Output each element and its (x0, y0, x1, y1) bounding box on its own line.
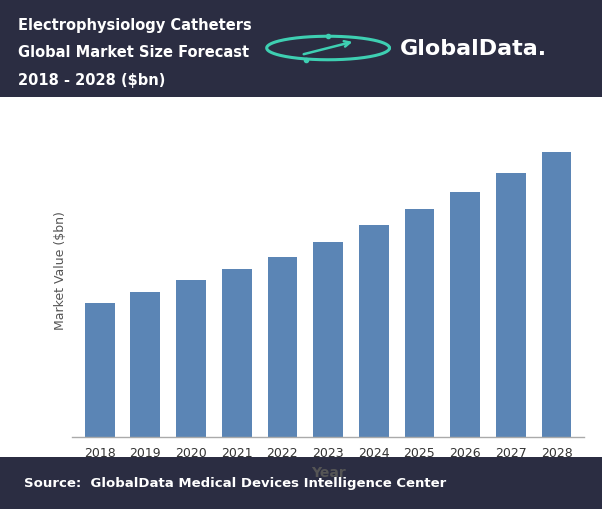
Bar (359, 226, 389, 437)
X-axis label: Year: Year (311, 465, 346, 479)
Bar (222, 270, 252, 437)
Text: Electrophysiology Catheters: Electrophysiology Catheters (18, 18, 252, 33)
Bar (405, 209, 434, 437)
Bar (131, 293, 160, 437)
Y-axis label: Market Value ($bn): Market Value ($bn) (54, 211, 67, 329)
Bar (313, 243, 343, 437)
Bar (176, 280, 206, 437)
Text: Global Market Size Forecast: Global Market Size Forecast (18, 45, 249, 60)
Text: Source:  GlobalData Medical Devices Intelligence Center: Source: GlobalData Medical Devices Intel… (24, 476, 446, 490)
Bar (450, 192, 480, 437)
Text: GlobalData.: GlobalData. (400, 39, 547, 59)
Text: 2018 - 2028 ($bn): 2018 - 2028 ($bn) (18, 72, 166, 88)
Bar (542, 153, 571, 437)
Bar (496, 174, 526, 437)
Bar (85, 303, 114, 437)
Bar (267, 258, 297, 437)
